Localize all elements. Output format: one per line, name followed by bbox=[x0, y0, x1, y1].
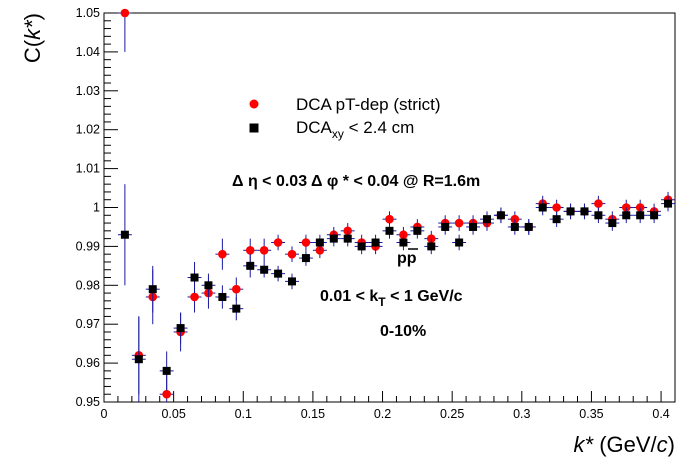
data-point-dcaxy bbox=[594, 211, 603, 220]
data-point-dcaxy bbox=[162, 366, 171, 375]
x-tick-label: 0.05 bbox=[161, 407, 185, 421]
pair-annotation: pp bbox=[397, 250, 417, 267]
y-tick-label: 1 bbox=[93, 201, 100, 215]
data-point-dcaxy bbox=[329, 234, 338, 243]
data-point-strict bbox=[287, 249, 297, 259]
data-point-dcaxy bbox=[566, 207, 575, 216]
data-point-strict bbox=[232, 284, 241, 294]
data-series bbox=[117, 8, 675, 402]
y-tick-label: 1.01 bbox=[76, 162, 100, 176]
data-point-dcaxy bbox=[120, 230, 129, 239]
x-axis-tick-labels: 0 0.05 0.1 0.15 0.2 0.25 0.3 0.35 0.4 bbox=[101, 407, 670, 421]
x-axis-title: k* (GeV/c) bbox=[574, 432, 675, 457]
x-tick-label: 0.35 bbox=[579, 407, 603, 421]
data-point-dcaxy bbox=[148, 285, 157, 294]
data-point-dcaxy bbox=[580, 207, 589, 216]
data-point-dcaxy bbox=[260, 265, 269, 274]
data-point-dcaxy bbox=[288, 277, 297, 286]
data-point-dcaxy bbox=[134, 355, 143, 364]
y-tick-label: 0.99 bbox=[76, 239, 100, 253]
legend: DCA pT-dep (strict) DCAxy < 2.4 cm bbox=[249, 95, 441, 141]
data-point-dcaxy bbox=[538, 203, 547, 212]
data-point-dcaxy bbox=[413, 226, 422, 235]
y-tick-label: 1.02 bbox=[76, 123, 100, 137]
data-point-dcaxy bbox=[441, 222, 450, 231]
data-point-dcaxy bbox=[496, 211, 505, 220]
x-tick-label: 0.1 bbox=[235, 407, 252, 421]
data-point-strict bbox=[162, 389, 171, 399]
data-point-dcaxy bbox=[455, 238, 464, 247]
data-point-strict bbox=[594, 199, 603, 208]
data-point-dcaxy bbox=[357, 242, 366, 251]
x-tick-label: 0.3 bbox=[513, 407, 530, 421]
x-tick-label: 0.25 bbox=[440, 407, 464, 421]
data-point-dcaxy bbox=[510, 222, 519, 231]
legend-label-dcaxy: DCAxy < 2.4 cm bbox=[296, 118, 414, 141]
x-tick-label: 0 bbox=[101, 407, 108, 421]
data-point-strict bbox=[301, 238, 311, 247]
y-tick-label: 0.98 bbox=[76, 278, 100, 292]
y-tick-label: 1.05 bbox=[76, 6, 100, 20]
legend-marker-dcaxy bbox=[249, 123, 259, 133]
data-point-dcaxy bbox=[371, 238, 380, 247]
data-point-dcaxy bbox=[176, 324, 185, 333]
data-point-dcaxy bbox=[608, 219, 617, 228]
data-point-strict bbox=[273, 238, 283, 247]
data-point-dcaxy bbox=[399, 238, 408, 247]
data-point-dcaxy bbox=[274, 269, 283, 278]
data-point-strict bbox=[245, 245, 255, 255]
data-point-dcaxy bbox=[385, 226, 394, 235]
data-point-dcaxy bbox=[636, 211, 645, 220]
data-point-dcaxy bbox=[622, 211, 631, 220]
data-point-dcaxy bbox=[190, 273, 199, 282]
y-axis-ticks bbox=[104, 12, 118, 403]
y-tick-label: 0.95 bbox=[76, 395, 100, 409]
x-tick-label: 0.15 bbox=[301, 407, 325, 421]
data-point-dcaxy bbox=[552, 215, 561, 224]
data-point-dcaxy bbox=[664, 199, 673, 208]
data-point-dcaxy bbox=[650, 211, 659, 220]
data-point-strict bbox=[190, 292, 199, 302]
y-axis-tick-labels: 0.95 0.96 0.97 0.98 0.99 1 1.01 1.02 1.03 1.04 1.0… bbox=[76, 6, 100, 409]
plot-frame bbox=[103, 12, 676, 403]
y-axis-title: C(k*) bbox=[20, 13, 45, 63]
legend-label-strict: DCA pT-dep (strict) bbox=[296, 95, 441, 114]
legend-marker-strict bbox=[249, 99, 259, 109]
data-point-dcaxy bbox=[482, 215, 491, 224]
data-point-dcaxy bbox=[204, 281, 213, 290]
cuts-annotation: Δ η < 0.03 Δ φ * < 0.04 @ R=1.6m bbox=[232, 173, 480, 190]
data-point-dcaxy bbox=[315, 238, 324, 247]
data-point-strict bbox=[259, 245, 269, 255]
data-point-dcaxy bbox=[232, 304, 241, 313]
data-point-dcaxy bbox=[246, 261, 255, 270]
data-point-dcaxy bbox=[469, 222, 478, 231]
y-tick-label: 1.03 bbox=[76, 84, 100, 98]
x-tick-label: 0.4 bbox=[652, 407, 669, 421]
data-point-dcaxy bbox=[301, 254, 310, 263]
data-point-strict bbox=[454, 218, 464, 228]
y-tick-label: 0.97 bbox=[76, 317, 100, 331]
kt-annotation: 0.01 < kT < 1 GeV/c bbox=[320, 288, 463, 309]
centrality-annotation: 0-10% bbox=[380, 323, 426, 340]
data-point-dcaxy bbox=[524, 222, 533, 231]
series-dcaxy bbox=[117, 184, 675, 402]
data-point-strict bbox=[120, 8, 130, 18]
y-tick-label: 0.96 bbox=[76, 356, 100, 370]
data-point-dcaxy bbox=[343, 234, 352, 243]
data-point-dcaxy bbox=[427, 242, 436, 251]
data-point-strict bbox=[218, 249, 227, 259]
x-tick-label: 0.2 bbox=[374, 407, 391, 421]
y-tick-label: 1.04 bbox=[76, 45, 100, 59]
data-point-dcaxy bbox=[218, 292, 227, 301]
data-point-strict bbox=[552, 203, 561, 212]
series-strict bbox=[117, 8, 675, 402]
x-axis-ticks bbox=[103, 391, 662, 402]
data-point-strict bbox=[385, 214, 394, 224]
